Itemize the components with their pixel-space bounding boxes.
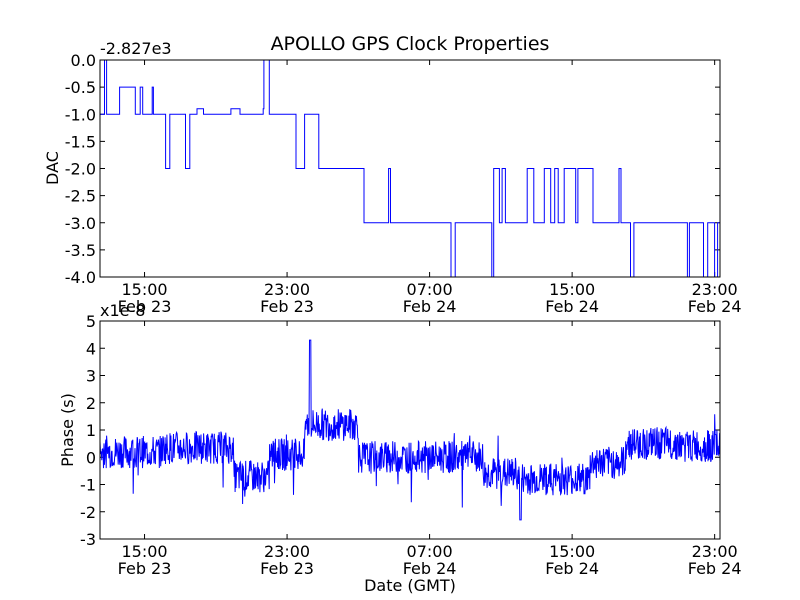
y-tick-label: -2.5 xyxy=(65,187,96,206)
x-tick-date-label: Feb 24 xyxy=(545,559,599,578)
y-tick-label: 1 xyxy=(86,421,96,440)
x-tick-date-label: Feb 23 xyxy=(118,297,172,316)
x-tick-time-label: 15:00 xyxy=(121,542,167,561)
phase-axes-frame xyxy=(99,320,721,540)
x-tick-time-label: 23:00 xyxy=(264,542,310,561)
y-tick-label: -3.5 xyxy=(65,241,96,260)
phase-y-ticks: 5 4 3 2 1 0 -1 -2 -3 xyxy=(80,312,720,549)
y-tick-label: -3 xyxy=(80,530,96,549)
phase-y-axis-label: Phase (s) xyxy=(58,393,77,467)
y-tick-label: 0.0 xyxy=(71,51,96,70)
y-tick-label: -2 xyxy=(80,503,96,522)
y-tick-label: -1 xyxy=(80,476,96,495)
x-tick-time-label: 07:00 xyxy=(407,542,453,561)
y-tick-label: 4 xyxy=(86,339,96,358)
y-tick-label: -2.0 xyxy=(65,160,96,179)
dac-offset-text: -2.827e3 xyxy=(100,39,172,58)
y-tick-label: -1.5 xyxy=(65,132,96,151)
phase-offset-text: x1e-8 xyxy=(100,301,145,320)
chart-title: APOLLO GPS Clock Properties xyxy=(271,33,550,55)
y-tick-label: -4.0 xyxy=(65,268,96,287)
x-tick-time-label: 15:00 xyxy=(121,280,167,299)
x-tick-date-label: Feb 24 xyxy=(403,559,457,578)
dac-axes-frame xyxy=(99,59,721,278)
x-tick-date-label: Feb 23 xyxy=(260,297,314,316)
dac-y-ticks: 0.0 -0.5 -1.0 -1.5 -2.0 -2.5 -3.0 -3.5 -4.0 xyxy=(65,51,720,287)
x-tick-date-label: Feb 23 xyxy=(260,559,314,578)
dac-panel: -2.827e3 DAC 0.0 -0.5 -1.0 -1.5 -2.0 -2.5 -3.0… xyxy=(43,39,742,316)
phase-series-line xyxy=(99,339,721,521)
y-tick-label: -3.0 xyxy=(65,214,96,233)
y-tick-label: 2 xyxy=(86,394,96,413)
y-tick-label: -1.0 xyxy=(65,105,96,124)
y-tick-label: -0.5 xyxy=(65,78,96,97)
x-tick-time-label: 23:00 xyxy=(692,280,738,299)
x-tick-date-label: Feb 24 xyxy=(545,297,599,316)
x-tick-time-label: 15:00 xyxy=(549,542,595,561)
y-tick-label: 5 xyxy=(86,312,96,331)
x-tick-date-label: Feb 24 xyxy=(403,297,457,316)
x-tick-date-label: Feb 23 xyxy=(118,559,172,578)
x-tick-date-label: Feb 24 xyxy=(688,297,742,316)
dac-series-line xyxy=(99,59,720,278)
y-tick-label: 0 xyxy=(86,448,96,467)
x-tick-time-label: 15:00 xyxy=(549,280,595,299)
x-axis-label: Date (GMT) xyxy=(364,576,456,595)
dac-y-axis-label: DAC xyxy=(43,151,62,185)
x-tick-time-label: 23:00 xyxy=(692,542,738,561)
x-tick-time-label: 07:00 xyxy=(407,280,453,299)
y-tick-label: 3 xyxy=(86,367,96,386)
x-tick-time-label: 23:00 xyxy=(264,280,310,299)
x-tick-date-label: Feb 24 xyxy=(688,559,742,578)
